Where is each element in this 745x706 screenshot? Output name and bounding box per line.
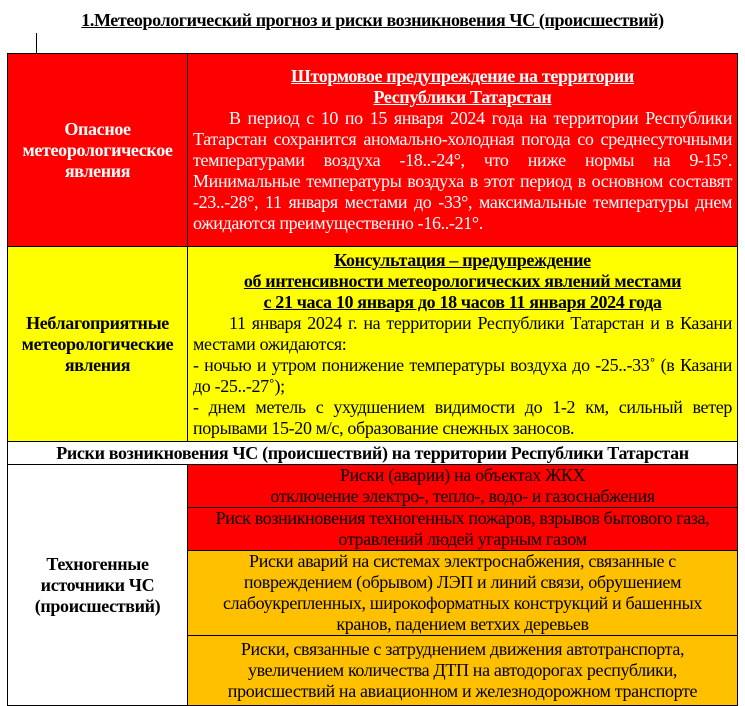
storm-warning-heading-1: Штормовое предупреждение на территории	[291, 66, 634, 86]
risks-header: Риски возникновения ЧС (происшествий) на…	[7, 441, 738, 465]
dangerous-row: Опасное метеорологическое явления Штормо…	[7, 53, 738, 247]
risk-line: Риски, связанные с затруднением движения…	[240, 639, 685, 659]
text-cursor	[36, 33, 37, 53]
storm-warning-text: В период с 10 по 15 января 2024 года на …	[193, 108, 732, 233]
risk-item: Риски аварий на системах электроснабжени…	[187, 550, 738, 636]
risk-row: Риски, связанные с затруднением движения…	[8, 635, 738, 706]
risk-line: отключение электро-, тепло-, водо- и газ…	[270, 486, 655, 506]
risk-line: Риски аварий на системах электроснабжени…	[249, 551, 676, 571]
adverse-row: Неблагоприятные метеорологические явлени…	[7, 246, 738, 442]
adverse-label: Неблагоприятные метеорологические явлени…	[7, 246, 188, 442]
risks-header-row: Риски возникновения ЧС (происшествий) на…	[7, 441, 738, 465]
adverse-content: Консультация – предупреждение об интенси…	[187, 246, 738, 442]
risk-row: Риск возникновения техногенных пожаров, …	[8, 507, 738, 551]
consultation-item: - ночью и утром понижение температуры во…	[193, 354, 732, 396]
dangerous-label: Опасное метеорологическое явления	[7, 53, 188, 247]
consultation-heading-2: об интенсивности метеорологических явлен…	[243, 270, 682, 291]
risk-line: происшествий на авиационном и железнодор…	[227, 681, 698, 701]
risk-line: кранов, падением ветхих деревьев	[336, 614, 589, 634]
consultation-heading-1: Консультация – предупреждение	[334, 249, 591, 270]
risk-item: Риски, связанные с затруднением движения…	[187, 635, 738, 706]
consultation-intro: 11 января 2024 г. на территории Республи…	[193, 312, 732, 354]
risk-item: Риск возникновения техногенных пожаров, …	[187, 507, 738, 551]
risk-line: слабоукрепленных, широкоформатных констр…	[222, 593, 703, 613]
consultation-item: - днем метель с ухудшением видимости до …	[193, 396, 732, 438]
risk-line: Риск возникновения техногенных пожаров, …	[215, 508, 710, 528]
forecast-table: Опасное метеорологическое явления Штормо…	[7, 53, 738, 706]
risk-row: Техногенные источники ЧС (происшествий) …	[7, 464, 738, 706]
dangerous-content: Штормовое предупреждение на территории Р…	[187, 53, 738, 247]
risk-item: Риски (аварии) на объектах ЖКХ отключени…	[187, 464, 738, 508]
risk-line: Риски (аварии) на объектах ЖКХ	[339, 465, 586, 485]
section-title: 1.Метеорологический прогноз и риски возн…	[81, 10, 664, 30]
risk-row: Риски аварий на системах электроснабжени…	[8, 550, 738, 636]
storm-warning-heading-2: Республики Татарстан	[373, 87, 552, 107]
risk-line: увеличением количества ДТП на автодорога…	[247, 660, 678, 680]
risk-line: повреждением (обрывом) ЛЭП и линий связи…	[243, 572, 682, 592]
consultation-heading-3: с 21 часа 10 января до 18 часов 11 январ…	[263, 291, 662, 312]
risk-line: отравлений людей угарным газом	[338, 529, 587, 549]
technogenic-label: Техногенные источники ЧС (происшествий)	[7, 464, 188, 706]
